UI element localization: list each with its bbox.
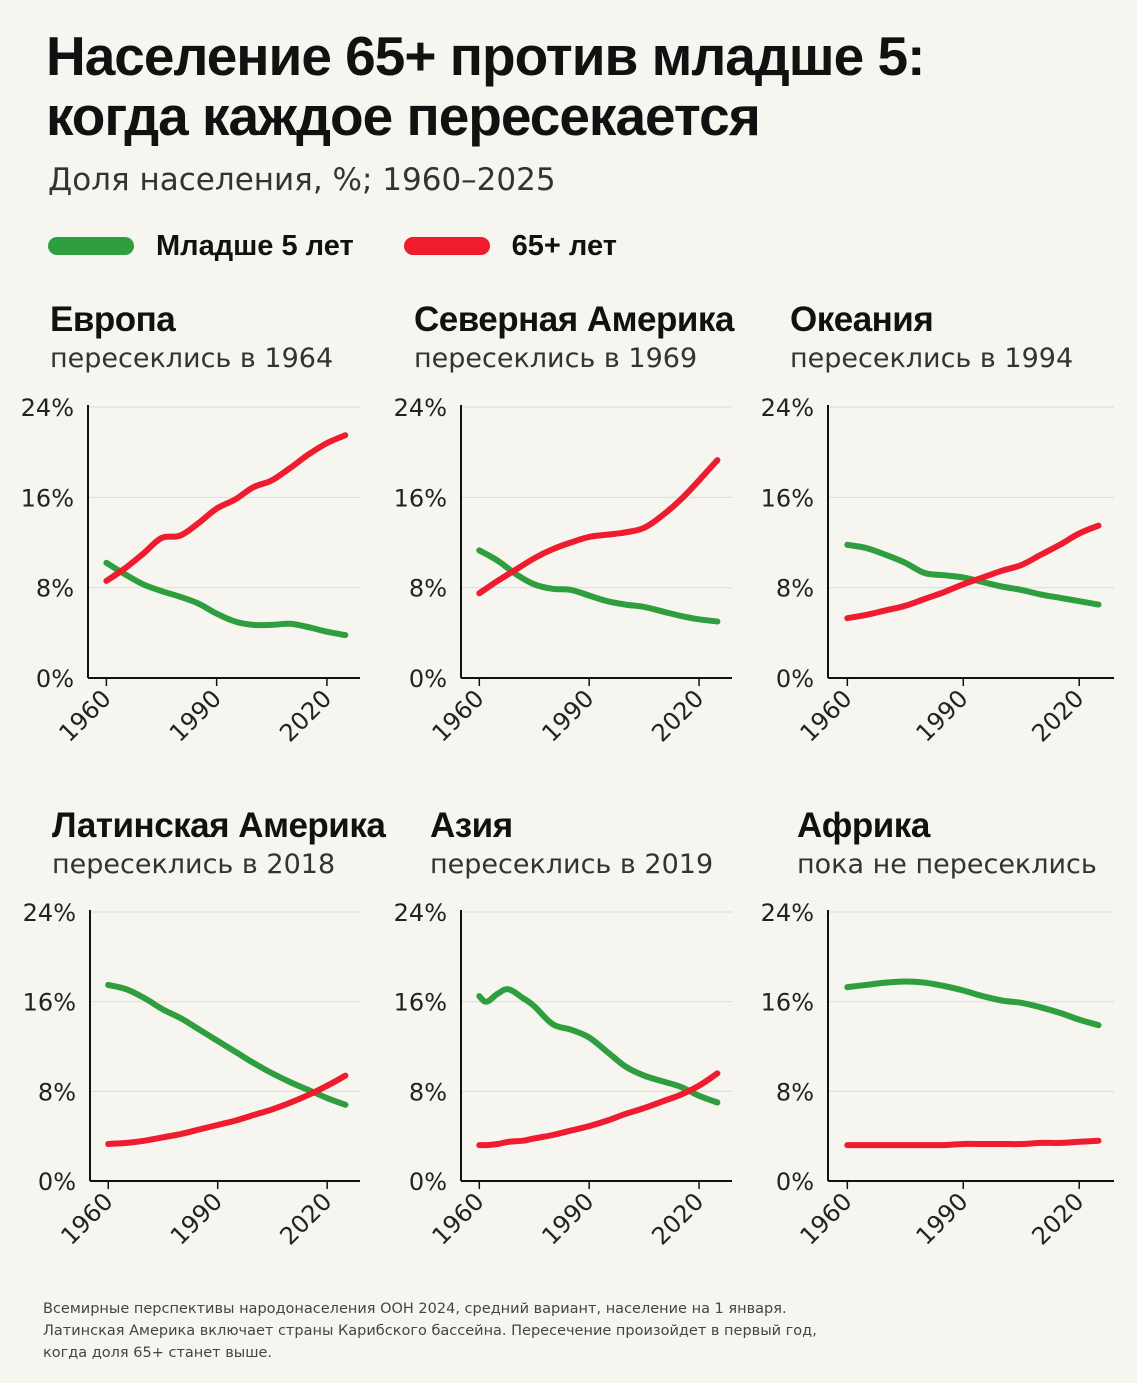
page-title: Население 65+ против младше 5: когда каж… xyxy=(46,25,925,147)
chart-europe: 0% 8% 16% 24% 1960 1990 2020 xyxy=(21,394,360,747)
x-tick-label-north-america-1: 1990 xyxy=(536,684,599,747)
title-line-2: когда каждое пересекается xyxy=(46,85,761,147)
y-tick-label-africa-2: 16% xyxy=(761,989,814,1017)
y-tick-label-africa-0: 0% xyxy=(776,1168,814,1196)
y-tick-label-north-america-1: 8% xyxy=(409,575,447,603)
panel-title-asia: Азия xyxy=(430,806,513,845)
series-line-65plus-europe xyxy=(103,432,349,584)
legend-label-65plus: 65+ лет xyxy=(511,229,617,262)
series-line-under5-latin-america xyxy=(105,981,349,1108)
x-tick-label-europe-2: 2020 xyxy=(274,684,337,747)
x-tick-label-oceania-0: 1960 xyxy=(795,684,858,747)
series-line-65plus-asia xyxy=(476,1070,721,1149)
panel-title-oceania: Океания xyxy=(790,300,934,339)
y-tick-label-africa-1: 8% xyxy=(776,1078,814,1106)
panel-note-oceania: пересеклись в 1994 xyxy=(790,343,1074,374)
panel-title-europe: Европа xyxy=(50,300,176,339)
y-tick-label-latin-america-1: 8% xyxy=(38,1078,76,1106)
x-tick-label-latin-america-1: 1990 xyxy=(165,1187,228,1250)
chart-latin-america: 0% 8% 16% 24% 1960 1990 2020 xyxy=(23,899,360,1250)
panel-note-north-america: пересеклись в 1969 xyxy=(414,343,698,374)
series-line-65plus-latin-america xyxy=(105,1072,349,1147)
legend-swatch-under5 xyxy=(48,237,134,255)
x-tick-label-europe-0: 1960 xyxy=(54,684,117,747)
panel-note-africa: пока не пересеклись xyxy=(797,849,1097,880)
legend-item-65plus: 65+ лет xyxy=(403,229,617,263)
legend-label-under5: Младше 5 лет xyxy=(156,229,354,262)
x-tick-label-oceania-1: 1990 xyxy=(911,684,974,747)
panel-note-latin-america: пересеклись в 2018 xyxy=(52,849,336,880)
series-line-65plus-north-america xyxy=(476,457,721,597)
series-line-under5-oceania xyxy=(844,541,1102,608)
chart-north-america: 0% 8% 16% 24% 1960 1990 2020 xyxy=(394,394,732,747)
y-tick-label-latin-america-2: 16% xyxy=(23,989,76,1017)
x-tick-label-oceania-2: 2020 xyxy=(1026,684,1089,747)
x-tick-label-europe-1: 1990 xyxy=(164,684,227,747)
x-tick-label-africa-2: 2020 xyxy=(1026,1187,1089,1250)
title-line-1: Население 65+ против младше 5: xyxy=(46,25,925,87)
x-tick-label-asia-2: 2020 xyxy=(646,1187,709,1250)
x-tick-label-latin-america-2: 2020 xyxy=(274,1187,337,1250)
x-tick-label-africa-1: 1990 xyxy=(911,1187,974,1250)
y-tick-label-north-america-0: 0% xyxy=(409,665,447,693)
panel-title-north-america: Северная Америка xyxy=(414,300,734,339)
x-tick-label-asia-1: 1990 xyxy=(536,1187,599,1250)
y-tick-label-europe-3: 24% xyxy=(21,394,74,422)
page-subtitle: Доля населения, %; 1960–2025 xyxy=(48,162,556,198)
x-tick-label-latin-america-0: 1960 xyxy=(55,1187,118,1250)
panel-note-europe: пересеклись в 1964 xyxy=(50,343,334,374)
y-tick-label-north-america-3: 24% xyxy=(394,394,447,422)
y-tick-label-oceania-1: 8% xyxy=(776,575,814,603)
series-line-65plus-africa xyxy=(844,1137,1102,1149)
y-tick-label-asia-3: 24% xyxy=(394,899,447,927)
footnote-line-1: Всемирные перспективы народонаселения ОО… xyxy=(43,1301,787,1317)
footnote-line-3: когда доля 65+ станет выше. xyxy=(43,1345,273,1361)
legend: Младше 5 лет 65+ лет xyxy=(48,226,667,266)
x-tick-label-north-america-0: 1960 xyxy=(427,684,490,747)
footnote: Всемирные перспективы народонаселения ОО… xyxy=(43,1298,883,1364)
y-tick-label-north-america-2: 16% xyxy=(394,484,447,512)
y-tick-label-oceania-2: 16% xyxy=(761,484,814,512)
y-tick-label-europe-1: 8% xyxy=(36,575,74,603)
y-tick-label-europe-2: 16% xyxy=(21,484,74,512)
y-tick-label-asia-1: 8% xyxy=(409,1078,447,1106)
series-line-under5-north-america xyxy=(476,547,721,625)
legend-item-under5: Младше 5 лет xyxy=(48,230,354,263)
panel-header-africa: Африка пока не пересеклись xyxy=(797,806,1137,882)
panel-title-latin-america: Латинская Америка xyxy=(52,806,386,845)
series-line-under5-europe xyxy=(103,559,349,639)
y-tick-label-africa-3: 24% xyxy=(761,899,814,927)
series-line-under5-asia xyxy=(476,986,721,1106)
chart-oceania: 0% 8% 16% 24% 1960 1990 2020 xyxy=(761,394,1114,747)
x-tick-label-africa-0: 1960 xyxy=(795,1187,858,1250)
y-tick-label-asia-0: 0% xyxy=(409,1168,447,1196)
y-tick-label-oceania-0: 0% xyxy=(776,665,814,693)
y-tick-label-latin-america-0: 0% xyxy=(38,1168,76,1196)
y-tick-label-asia-2: 16% xyxy=(394,989,447,1017)
y-tick-label-europe-0: 0% xyxy=(36,665,74,693)
y-tick-label-oceania-3: 24% xyxy=(761,394,814,422)
series-line-65plus-oceania xyxy=(844,522,1102,622)
x-tick-label-asia-0: 1960 xyxy=(427,1187,490,1250)
panel-header-latin-america: Латинская Америка пересеклись в 2018 xyxy=(52,806,422,882)
panel-header-asia: Азия пересеклись в 2019 xyxy=(430,806,800,882)
legend-swatch-65plus xyxy=(403,237,490,255)
panel-title-africa: Африка xyxy=(797,806,930,845)
chart-asia: 0% 8% 16% 24% 1960 1990 2020 xyxy=(394,899,732,1250)
footnote-line-2: Латинская Америка включает страны Карибс… xyxy=(43,1323,817,1339)
panel-header-europe: Европа пересеклись в 1964 xyxy=(50,300,420,376)
x-tick-label-north-america-2: 2020 xyxy=(646,684,709,747)
chart-africa: 0% 8% 16% 24% 1960 1990 2020 xyxy=(761,899,1114,1250)
panel-note-asia: пересеклись в 2019 xyxy=(430,849,714,880)
panel-header-north-america: Северная Америка пересеклись в 1969 xyxy=(414,300,784,376)
panel-header-oceania: Океания пересеклись в 1994 xyxy=(790,300,1137,376)
y-tick-label-latin-america-3: 24% xyxy=(23,899,76,927)
series-line-under5-africa xyxy=(844,978,1102,1029)
